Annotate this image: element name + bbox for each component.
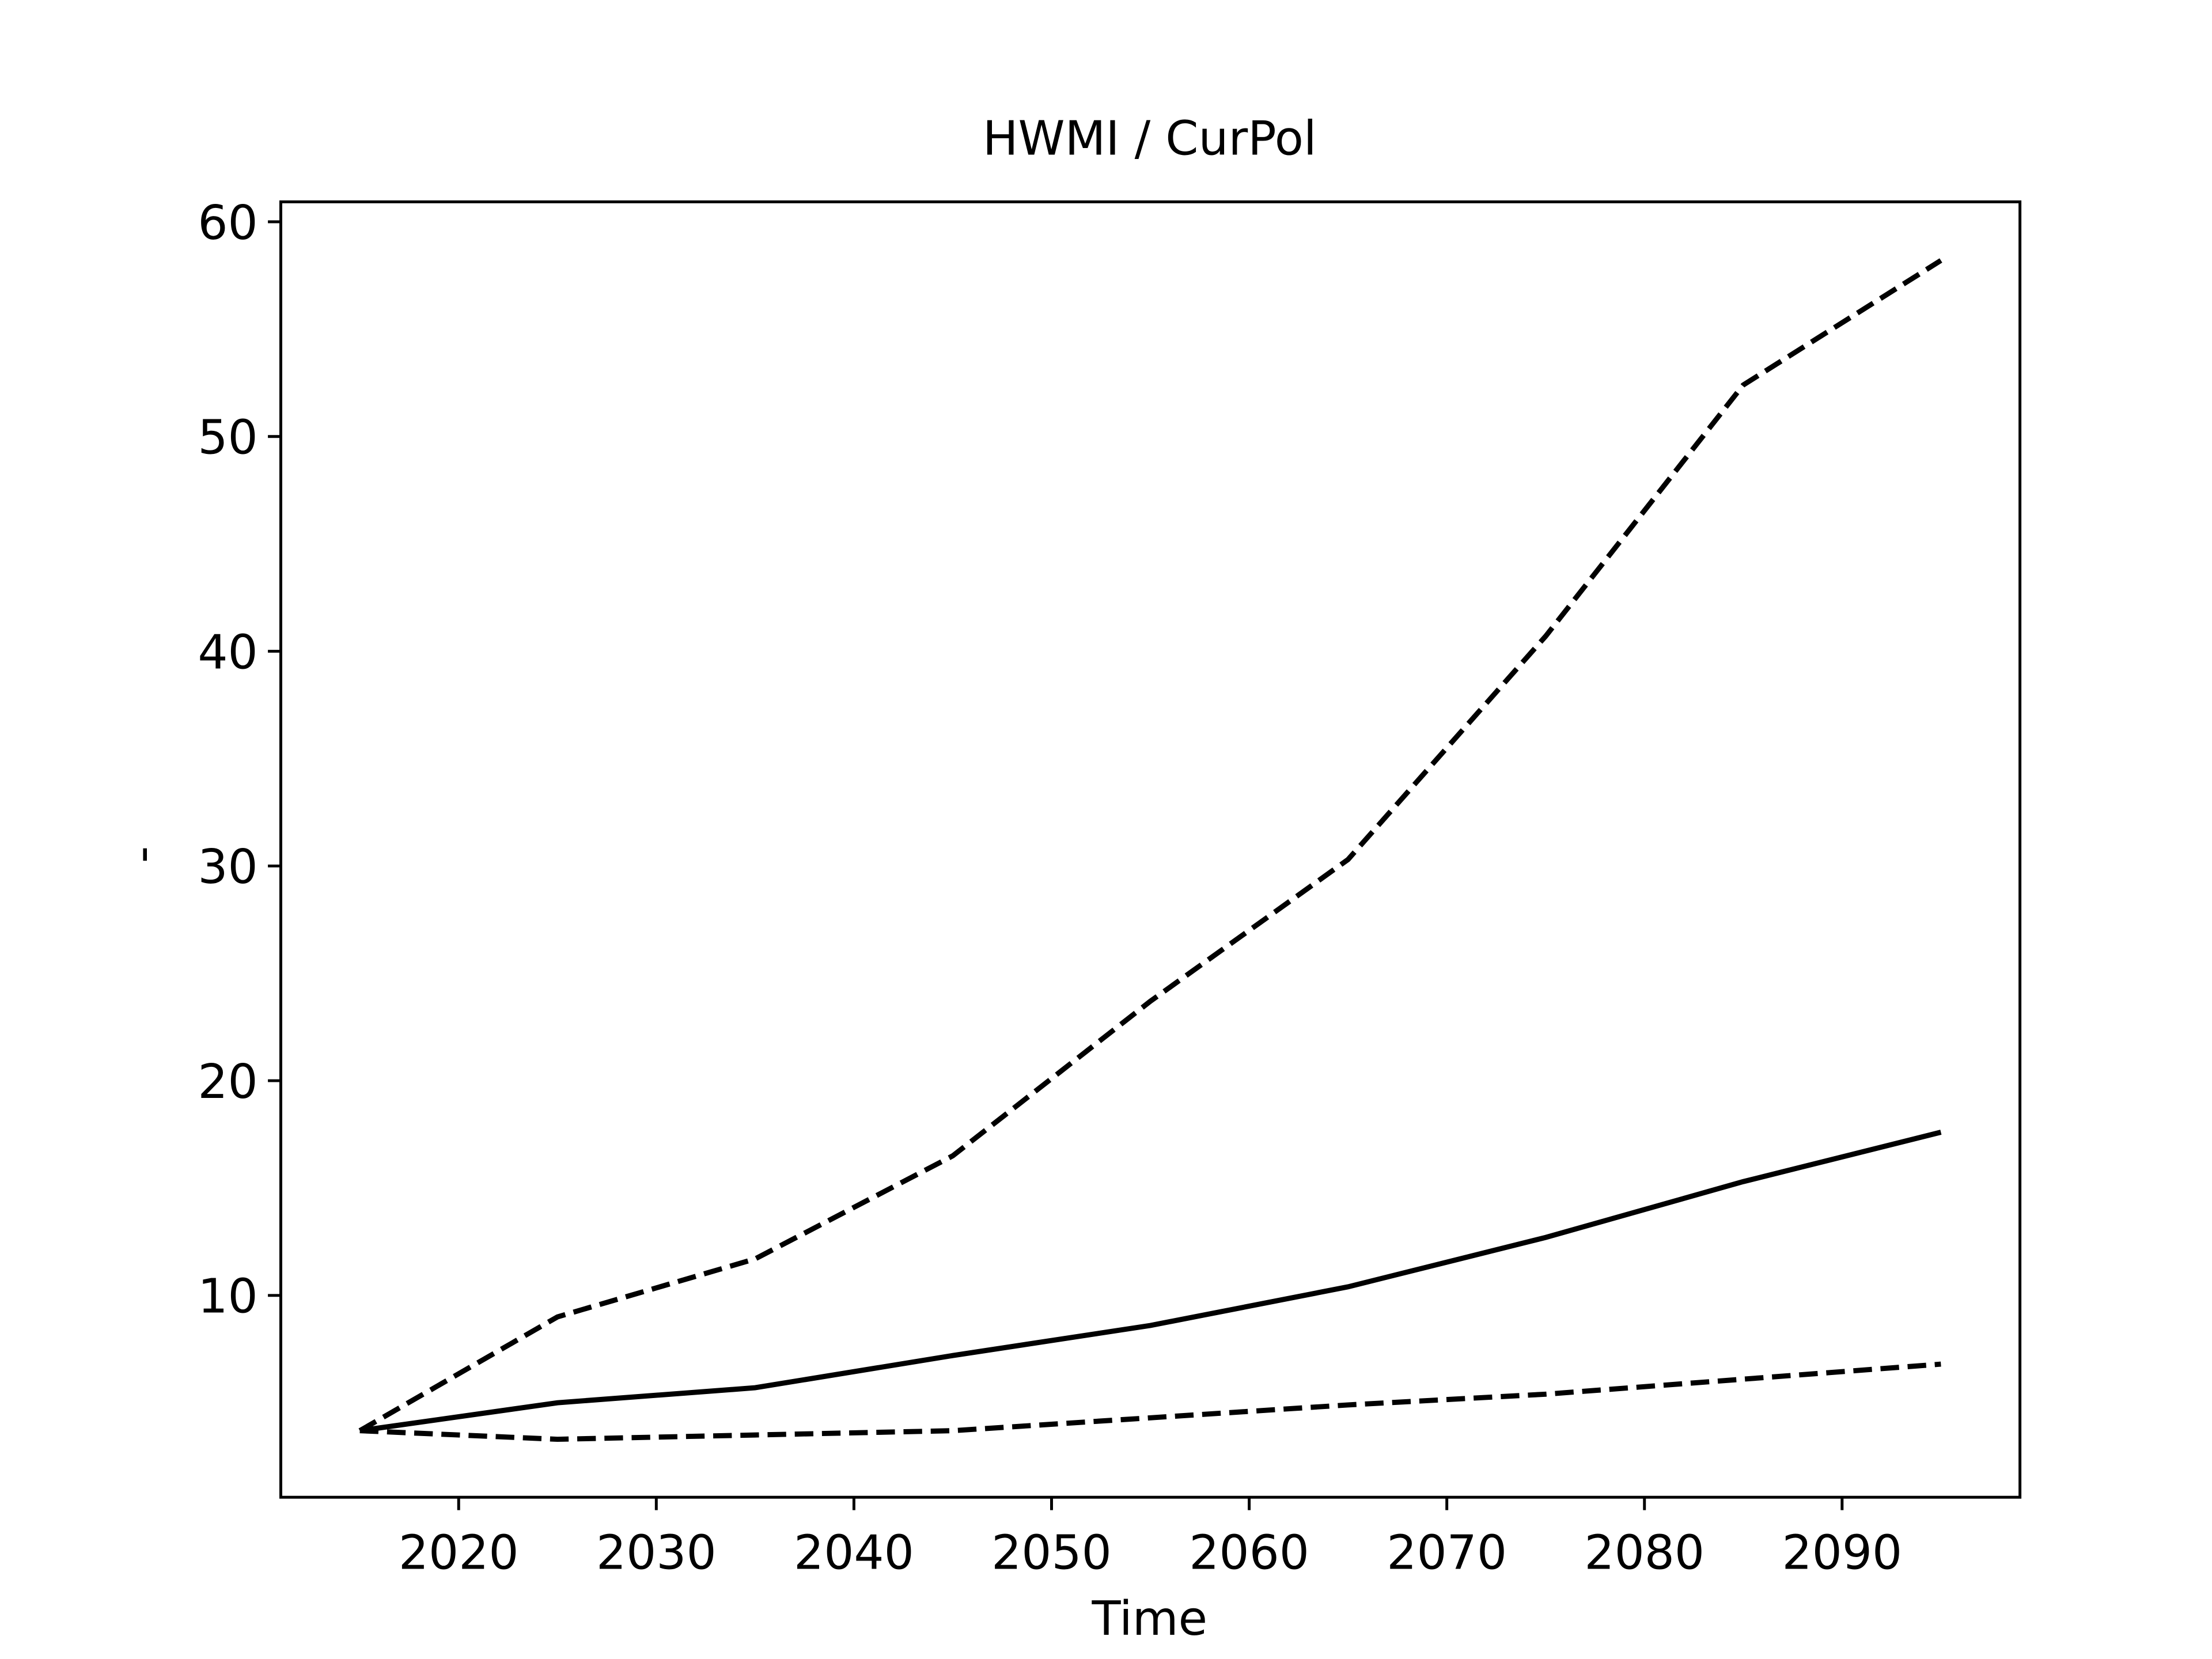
- data-line: [358, 258, 1942, 1433]
- chart-title: HWMI / CurPol: [983, 111, 1317, 166]
- y-tick-label: 20: [198, 1055, 257, 1109]
- x-tick-label: 2070: [1387, 1525, 1507, 1580]
- x-tick-label: 2020: [399, 1525, 519, 1580]
- y-tick-label: 50: [198, 411, 257, 465]
- x-tick-label: 2050: [991, 1525, 1112, 1580]
- x-tick-label: 2080: [1584, 1525, 1705, 1580]
- y-axis-label: -: [115, 846, 169, 863]
- data-line: [359, 1361, 1941, 1442]
- y-tick-label: 30: [198, 840, 257, 895]
- data-line: [359, 1130, 1942, 1434]
- x-axis-label: Time: [1091, 1592, 1207, 1646]
- x-tick-label: 2060: [1189, 1525, 1309, 1580]
- x-tick-label: 2090: [1782, 1525, 1902, 1580]
- y-tick-label: 60: [198, 196, 257, 251]
- x-tick-label: 2040: [794, 1525, 914, 1580]
- plot-frame: [279, 200, 2022, 1499]
- y-tick-label: 40: [198, 625, 257, 680]
- y-tick-label: 10: [198, 1270, 257, 1324]
- x-tick-label: 2030: [596, 1525, 717, 1580]
